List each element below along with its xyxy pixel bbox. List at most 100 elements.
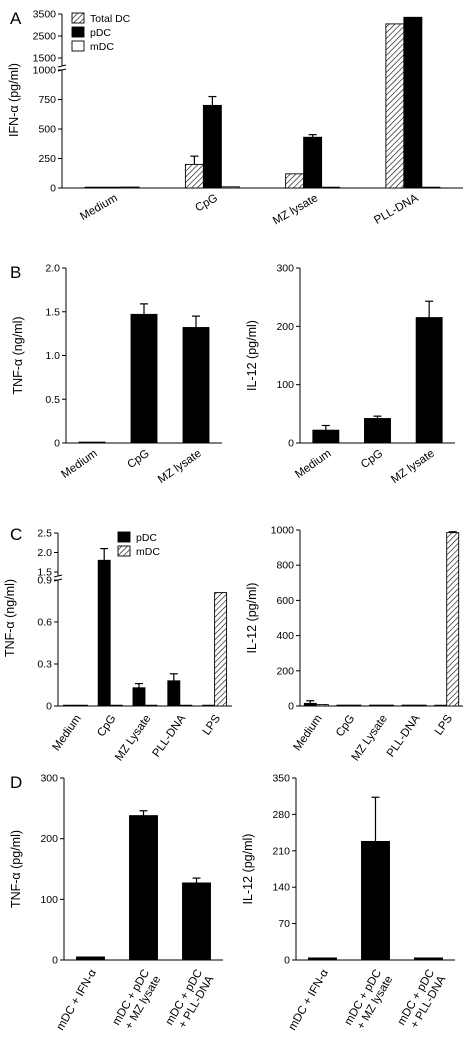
bar bbox=[369, 704, 382, 707]
bar bbox=[348, 704, 362, 707]
bar bbox=[220, 186, 240, 189]
y-axis-title: IL-12 (pg/ml) bbox=[245, 583, 259, 654]
bar bbox=[182, 327, 210, 444]
x-tick-label: Medium bbox=[78, 192, 119, 223]
y-axis-title: TNF-α (ng/ml) bbox=[11, 316, 25, 394]
y-tick-label: 0 bbox=[54, 438, 60, 450]
panel-letter: D bbox=[10, 773, 22, 792]
bar bbox=[321, 186, 341, 189]
x-tick-label: CpG bbox=[125, 448, 151, 471]
bar bbox=[315, 704, 329, 707]
x-tick-label-line: MZ lysate bbox=[389, 448, 437, 486]
x-tick-label-line: PLL-DNA bbox=[385, 713, 423, 760]
bar bbox=[129, 815, 158, 961]
y-tick-label: 750 bbox=[38, 94, 56, 106]
bar bbox=[78, 441, 106, 444]
y-tick-label: 350 bbox=[272, 773, 290, 785]
y-tick-label: 2500 bbox=[33, 31, 57, 43]
x-tick-label-line: MZ lysate bbox=[271, 192, 320, 227]
legend-label: pDC bbox=[90, 27, 111, 39]
x-tick-label: MZ lysate bbox=[156, 448, 204, 486]
legend-swatch bbox=[71, 40, 85, 52]
panel-letter: A bbox=[10, 9, 22, 28]
bar bbox=[446, 532, 460, 707]
y-tick-label: 100 bbox=[276, 379, 294, 391]
x-tick-label-line: Medium bbox=[291, 713, 324, 753]
y-axis-title: IFN-α (pg/ml) bbox=[7, 63, 21, 137]
legend-swatch bbox=[117, 531, 131, 543]
x-tick-label-line: mDC + IFN-α bbox=[55, 967, 100, 1032]
bar bbox=[202, 104, 222, 189]
y-tick-label: 70 bbox=[278, 918, 290, 930]
x-tick-label: MZ lysate bbox=[389, 448, 437, 486]
x-tick-label-line: PLL-DNA bbox=[372, 192, 420, 227]
x-tick-label-line: Medium bbox=[59, 448, 99, 481]
chart-c1: C 0 0.3 0.6 0.91.5 2.0 2.5 TNF-α (ng/ml) Medium C… bbox=[3, 525, 232, 763]
x-tick-label: mDC + pDC+ MZ lysate bbox=[343, 968, 396, 1034]
bar bbox=[62, 704, 76, 707]
y-tick-label: 0 bbox=[52, 955, 58, 967]
bar bbox=[303, 702, 317, 707]
bar bbox=[130, 313, 158, 444]
axis-break-mark bbox=[57, 64, 67, 68]
y-tick-label: 200 bbox=[276, 665, 294, 677]
x-tick-label: PLL-DNA bbox=[151, 713, 189, 760]
bar bbox=[120, 186, 140, 189]
bar bbox=[74, 704, 88, 707]
y-tick-label: 0.6 bbox=[37, 617, 52, 629]
y-tick-label: 1.0 bbox=[45, 350, 60, 362]
y-tick-label: 1.5 bbox=[45, 306, 60, 318]
y-tick-label: 200 bbox=[40, 833, 58, 845]
y-tick-label: 500 bbox=[38, 124, 56, 136]
bar bbox=[421, 186, 441, 189]
axis-break-mark bbox=[53, 574, 63, 578]
bar bbox=[202, 704, 216, 707]
x-tick-label: CpG bbox=[334, 713, 357, 739]
y-axis-title: TNF-α (ng/ml) bbox=[3, 579, 17, 657]
y-tick-label: 600 bbox=[276, 595, 294, 607]
legend-label: mDC bbox=[136, 546, 160, 558]
y-tick-label: 0 bbox=[288, 438, 294, 450]
bar bbox=[415, 317, 443, 444]
legend-label: Total DC bbox=[90, 13, 131, 25]
x-tick-label: MZ Lysate bbox=[113, 713, 153, 764]
x-tick-label-line: CpG bbox=[125, 448, 151, 471]
y-tick-label: 100 bbox=[40, 894, 58, 906]
bar bbox=[214, 592, 228, 707]
chart-b1: B 0 0.5 1.0 1.5 2.0 TNF-α (ng/ml) Medium CpG MZ l… bbox=[10, 263, 222, 486]
x-tick-label-line: LPS bbox=[433, 713, 455, 738]
x-tick-label-line: Medium bbox=[51, 713, 84, 753]
bar bbox=[102, 186, 122, 189]
y-tick-label: 200 bbox=[276, 321, 294, 333]
y-axis-title: IL-12 (pg/ml) bbox=[245, 320, 259, 391]
bar bbox=[381, 704, 394, 707]
y-tick-label: 2.5 bbox=[37, 528, 52, 540]
bar bbox=[403, 16, 423, 189]
bar bbox=[184, 163, 204, 189]
x-tick-label: mDC + IFN-α bbox=[55, 967, 100, 1032]
x-tick-label-line: MZ lysate bbox=[156, 448, 204, 486]
x-tick-label-line: CpG bbox=[95, 713, 118, 739]
x-tick-label: LPS bbox=[201, 713, 223, 738]
bar bbox=[285, 173, 305, 189]
legend-swatch bbox=[117, 545, 131, 557]
x-tick-label-line: Medium bbox=[78, 192, 119, 223]
y-tick-label: 300 bbox=[276, 263, 294, 275]
y-tick-label: 0.5 bbox=[45, 394, 60, 406]
y-tick-label: 1.5 bbox=[37, 567, 52, 579]
bar bbox=[308, 957, 337, 961]
y-tick-label: 210 bbox=[272, 845, 290, 857]
y-axis-title: IL-12 (pg/ml) bbox=[241, 834, 255, 905]
legend-swatch bbox=[71, 26, 85, 38]
bar bbox=[109, 704, 123, 707]
y-tick-label: 280 bbox=[272, 809, 290, 821]
bar bbox=[336, 704, 350, 707]
y-tick-label: 0.3 bbox=[37, 659, 52, 671]
chart-b2: 0 100 200 300 IL-12 (pg/ml) Medium CpG MZ lysat… bbox=[245, 263, 455, 486]
y-tick-label: 3500 bbox=[33, 9, 57, 21]
y-tick-label: 800 bbox=[276, 560, 294, 572]
